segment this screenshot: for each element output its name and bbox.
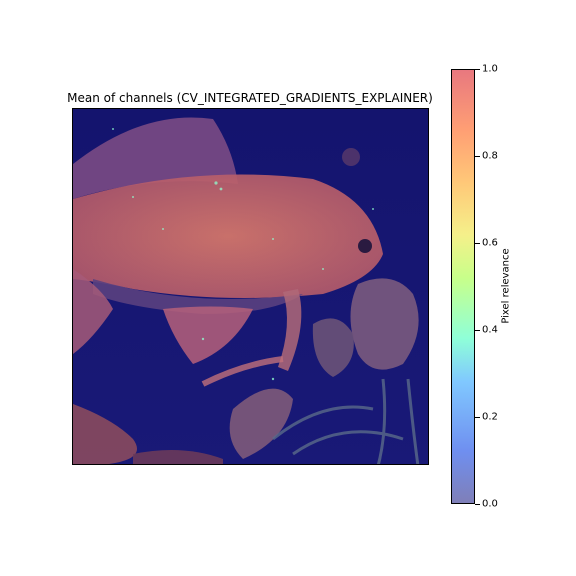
colorbar-tick <box>475 503 480 505</box>
fish-belly <box>93 279 303 314</box>
colorbar-label: Pixel relevance <box>500 248 512 324</box>
plant-leaf-1 <box>350 278 419 370</box>
ventral-fin <box>278 289 302 371</box>
colorbar-tick-label: 1.0 <box>482 63 498 75</box>
relevance-speckles <box>112 128 374 381</box>
plant-leaf-2 <box>312 318 354 377</box>
colorbar-tick-label: 0.2 <box>482 411 498 423</box>
colorbar <box>451 69 475 504</box>
heatmap-overlay <box>73 109 428 464</box>
colorbar-tick-label: 0.4 <box>482 324 498 336</box>
trailing-fin <box>201 356 284 387</box>
plot-title: Mean of channels (CV_INTEGRATED_GRADIENT… <box>67 91 433 105</box>
colorbar-tick-label: 0.0 <box>482 498 498 510</box>
fish-body <box>73 174 383 298</box>
rock-left <box>73 404 137 464</box>
plant-leaf-3 <box>229 388 293 459</box>
colorbar-tick <box>475 68 480 70</box>
tail-fin <box>73 269 113 354</box>
colorbar-tick <box>475 416 480 418</box>
colorbar-tick-label: 0.8 <box>482 150 498 162</box>
colorbar-tick-label: 0.6 <box>482 237 498 249</box>
rock-bottom <box>133 449 223 464</box>
heatmap-image <box>72 108 429 465</box>
colorbar-tick <box>475 155 480 157</box>
colorbar-tick <box>475 329 480 331</box>
fish-eye <box>358 239 372 253</box>
plant-stems <box>272 378 420 464</box>
bubble <box>342 148 360 166</box>
colorbar-tick <box>475 242 480 244</box>
pelvic-fin <box>163 306 253 364</box>
